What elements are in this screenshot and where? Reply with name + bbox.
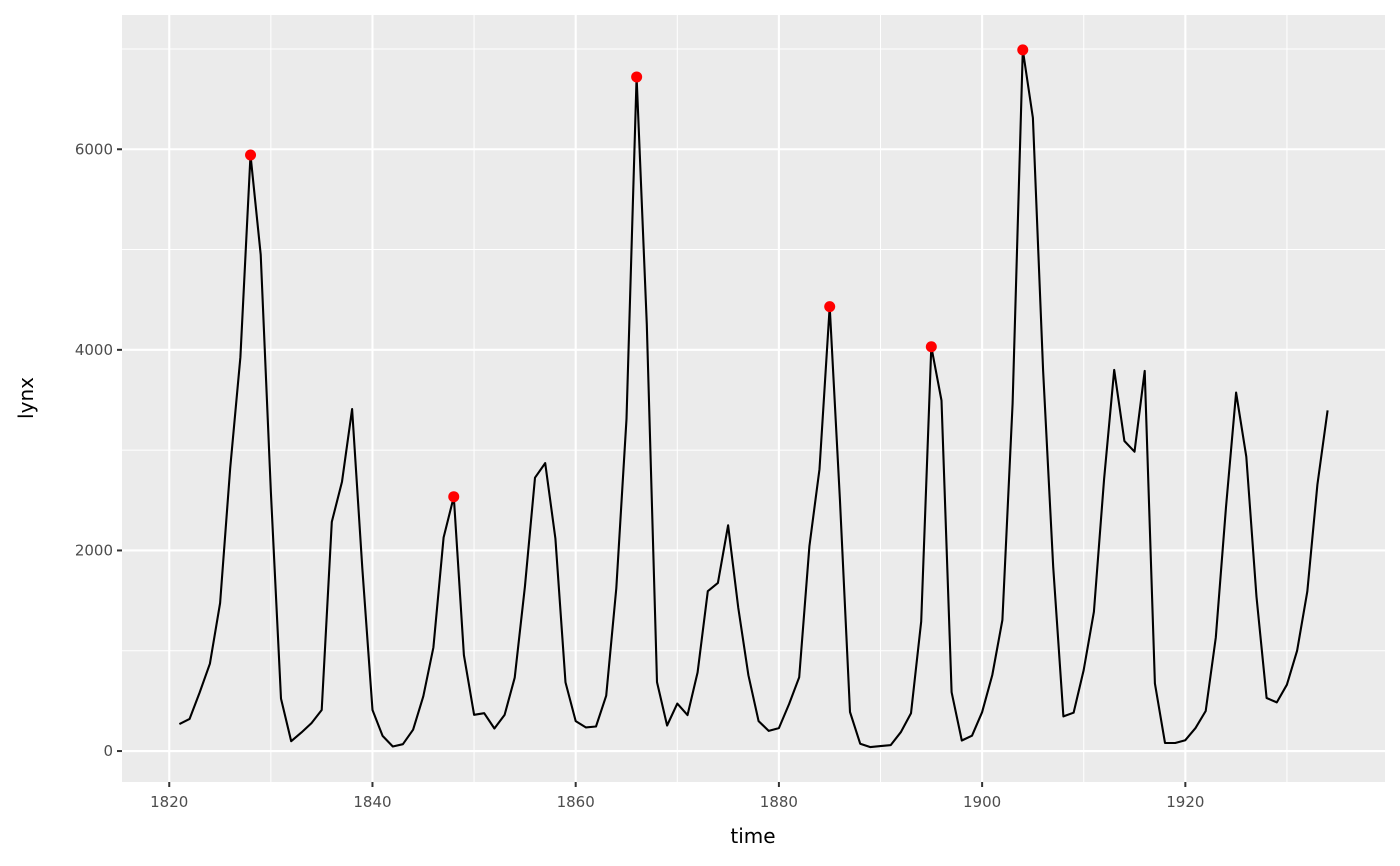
peak-point bbox=[824, 301, 836, 313]
x-tick-label: 1820 bbox=[150, 793, 188, 811]
x-tick-label: 1900 bbox=[963, 793, 1001, 811]
x-tick-label: 1920 bbox=[1166, 793, 1204, 811]
y-axis: 0 2000 4000 6000 bbox=[75, 140, 122, 760]
panel-background bbox=[122, 15, 1385, 782]
y-tick-label: 6000 bbox=[75, 140, 113, 158]
y-tick-label: 2000 bbox=[75, 541, 113, 559]
x-tick-label: 1840 bbox=[353, 793, 391, 811]
peak-point bbox=[245, 149, 257, 161]
y-tick-label: 0 bbox=[103, 742, 113, 760]
series-line bbox=[178, 48, 1329, 749]
x-axis-title: time bbox=[730, 824, 775, 848]
x-axis: 1820 1840 1860 1880 1900 1920 bbox=[150, 782, 1204, 811]
grid-lines bbox=[122, 15, 1385, 782]
x-tick-label: 1860 bbox=[557, 793, 595, 811]
peak-point bbox=[448, 491, 460, 503]
peak-point bbox=[631, 71, 643, 83]
y-axis-title: lynx bbox=[14, 377, 38, 419]
highlighted-points bbox=[245, 44, 1029, 503]
y-tick-label: 4000 bbox=[75, 341, 113, 359]
peak-point bbox=[1017, 44, 1029, 56]
peak-point bbox=[925, 341, 937, 353]
x-tick-label: 1880 bbox=[760, 793, 798, 811]
